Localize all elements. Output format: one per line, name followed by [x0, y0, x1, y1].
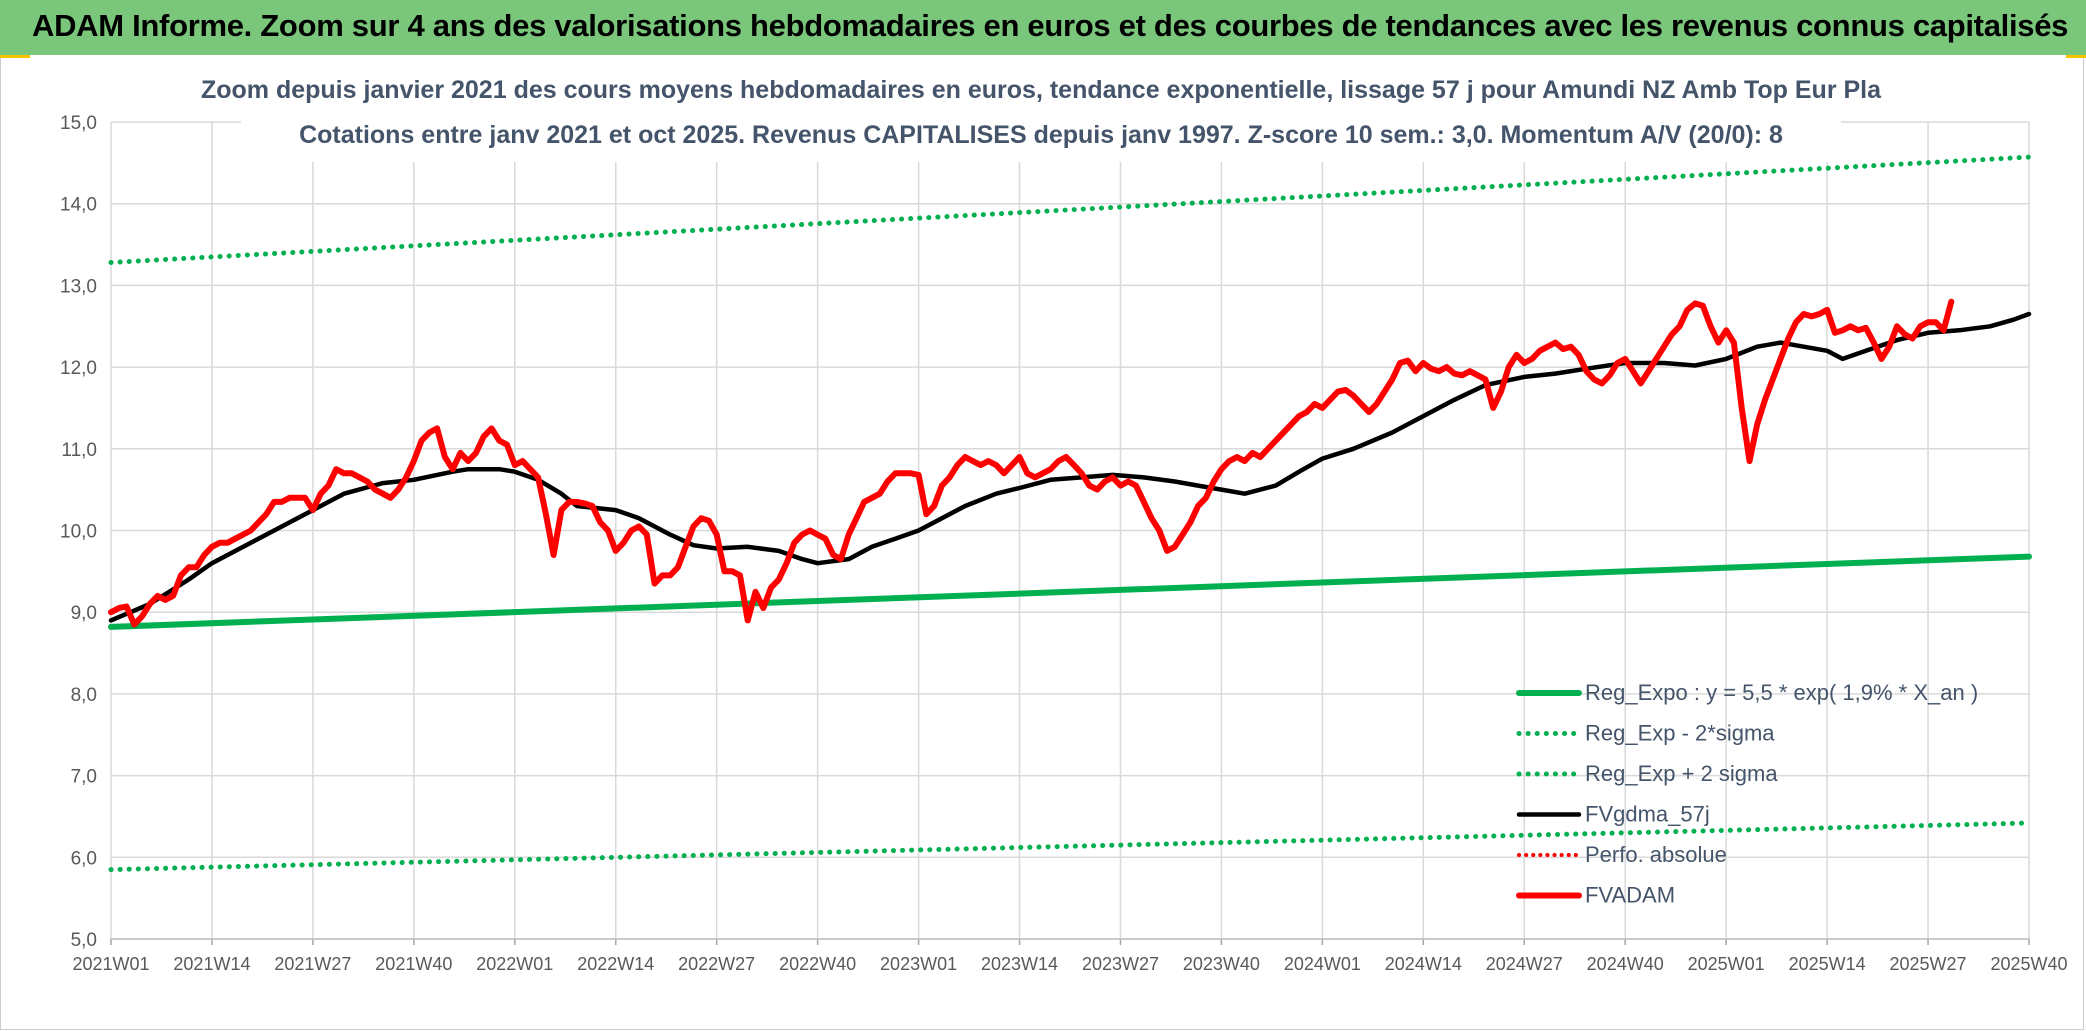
- x-tick-label: 2022W14: [577, 954, 654, 974]
- y-tick-label: 14,0: [60, 195, 97, 216]
- y-tick-label: 13,0: [60, 276, 97, 297]
- x-tick-label: 2023W40: [1183, 954, 1260, 974]
- legend-label-reg-expo-y-5-5-exp-1-9-x-an: Reg_Expo : y = 5,5 * exp( 1,9% * X_an ): [1585, 680, 1978, 705]
- chart-frame: Zoom depuis janvier 2021 des cours moyen…: [0, 58, 2084, 1030]
- x-tick-label: 2025W14: [1789, 954, 1866, 974]
- banner-divider-right: [2066, 55, 2086, 58]
- x-tick-label: 2024W01: [1284, 954, 1361, 974]
- x-tick-label: 2025W40: [1990, 954, 2067, 974]
- x-tick-label: 2021W01: [72, 954, 149, 974]
- x-tick-label: 2025W01: [1688, 954, 1765, 974]
- x-tick-label: 2025W27: [1890, 954, 1967, 974]
- x-tick-label: 2023W27: [1082, 954, 1159, 974]
- x-tick-label: 2021W14: [173, 954, 250, 974]
- legend-label-fvgdma-57j: FVgdma_57j: [1585, 802, 1710, 827]
- y-tick-label: 5,0: [71, 930, 97, 951]
- report-title: ADAM Informe. Zoom sur 4 ans des valoris…: [32, 8, 2069, 43]
- y-tick-label: 11,0: [61, 440, 97, 461]
- y-tick-label: 15,0: [60, 113, 97, 134]
- banner-divider-left: [0, 55, 30, 58]
- y-tick-label: 12,0: [60, 358, 97, 379]
- x-tick-label: 2021W27: [274, 954, 351, 974]
- x-tick-label: 2022W27: [678, 954, 755, 974]
- y-tick-label: 9,0: [71, 603, 97, 624]
- x-tick-label: 2023W01: [880, 954, 957, 974]
- series-line-fvadam: [108, 298, 1955, 628]
- x-tick-label: 2022W01: [476, 954, 553, 974]
- legend-label-reg-exp-2-sigma: Reg_Exp + 2 sigma: [1585, 761, 1778, 786]
- series-line-reg-expo-y-5-5-exp-1-9-x-an: [108, 553, 2032, 630]
- y-tick-label: 7,0: [71, 767, 97, 788]
- y-tick-label: 8,0: [71, 685, 97, 706]
- chart-title-block: Zoom depuis janvier 2021 des cours moyen…: [201, 58, 1882, 162]
- series-line-reg-exp-2-sigma: [108, 820, 2032, 873]
- line-chart: Zoom depuis janvier 2021 des cours moyen…: [60, 58, 2068, 974]
- chart-title-line-2: Cotations entre janv 2021 et oct 2025. R…: [299, 121, 1783, 149]
- series-line-reg-exp-2-sigma: [108, 154, 2032, 265]
- y-tick-label: 6,0: [71, 848, 97, 869]
- x-axis-ticks: 2021W01 2021W14 2021W27 2021W40 2022W01 2022W…: [72, 954, 2067, 974]
- series-lines: [108, 154, 2032, 873]
- x-tick-label: 2021W40: [375, 954, 452, 974]
- header-banner: ADAM Informe. Zoom sur 4 ans des valoris…: [0, 0, 2086, 55]
- chart-title-background: [241, 58, 1841, 162]
- legend-label-perfo-absolue: Perfo. absolue: [1585, 842, 1727, 867]
- series-line-fvgdma-57j: [108, 311, 2032, 623]
- x-tick-label: 2024W40: [1587, 954, 1664, 974]
- chart-legend: Reg_Expo : y = 5,5 * exp( 1,9% * X_an ) R…: [1516, 680, 1978, 908]
- legend-label-fvadam: FVADAM: [1585, 883, 1675, 908]
- x-tick-label: 2024W27: [1486, 954, 1563, 974]
- chart-title-line-1: Zoom depuis janvier 2021 des cours moyen…: [201, 76, 1882, 104]
- x-tick-label: 2022W40: [779, 954, 856, 974]
- x-tick-label: 2023W14: [981, 954, 1058, 974]
- y-axis-ticks: 5,0 6,0 7,0 8,0 9,0 10,0 11,0 12,0 13,0 14,0 15,0: [60, 113, 97, 951]
- legend-label-reg-exp-2-sigma: Reg_Exp - 2*sigma: [1585, 721, 1775, 746]
- y-tick-label: 10,0: [60, 522, 97, 543]
- x-tick-label: 2024W14: [1385, 954, 1462, 974]
- gridlines: [110, 121, 2030, 945]
